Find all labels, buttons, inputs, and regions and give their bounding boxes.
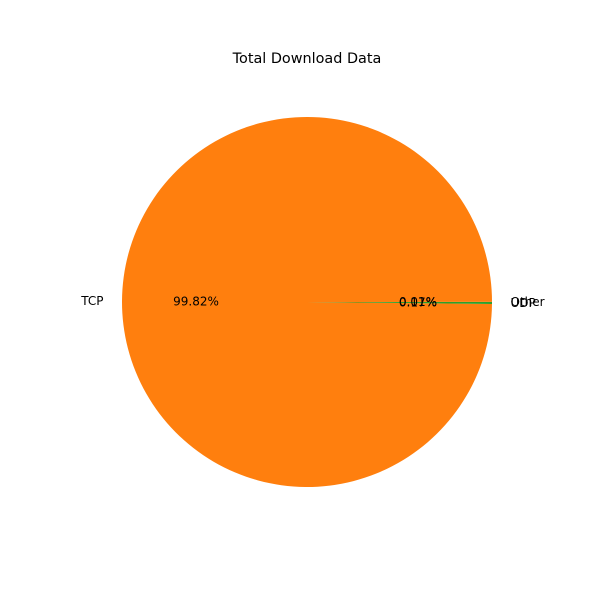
slice-label-udp: UDP — [510, 296, 535, 310]
slice-percent-udp: 0.17% — [399, 296, 437, 310]
slice-label-tcp: TCP — [80, 294, 103, 308]
chart-title: Total Download Data — [232, 51, 382, 67]
slice-percent-tcp: 99.82% — [173, 294, 219, 308]
